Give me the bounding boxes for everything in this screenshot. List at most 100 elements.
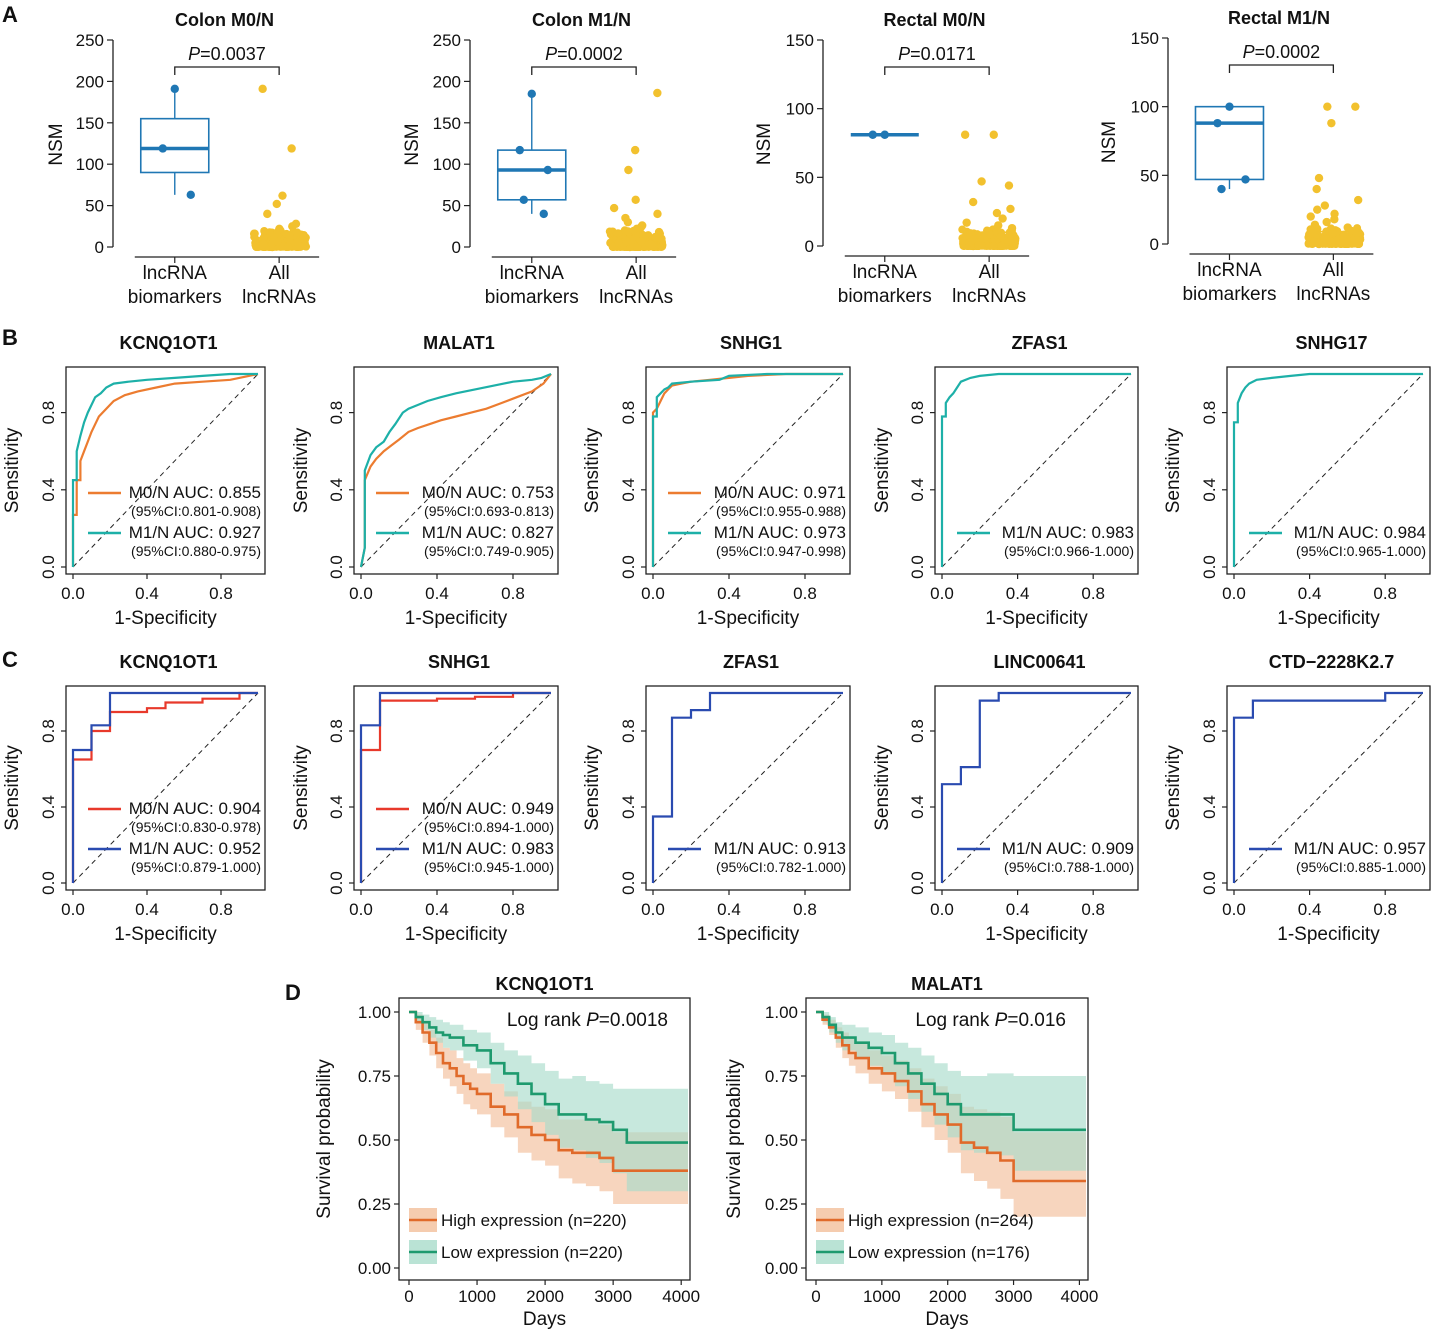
x-axis-label: 1-Specificity (1277, 608, 1380, 629)
all-lncrna-point (250, 230, 259, 239)
x-tick-label: biomarkers (128, 287, 222, 308)
y-tick-label: 0.75 (765, 1067, 798, 1086)
all-lncrna-point (974, 241, 983, 250)
y-tick-label: 0 (452, 238, 461, 257)
x-tick-label: 0.4 (1006, 900, 1030, 919)
roc-curve (359, 373, 552, 568)
chart-title: ZFAS1 (723, 652, 779, 672)
all-lncrna-point (1330, 215, 1339, 224)
y-tick-label: 50 (795, 168, 814, 187)
legend-label: Low expression (n=220) (441, 1243, 623, 1262)
legend-auc-label: M1/N AUC: 0.913 (714, 839, 846, 858)
y-tick-label: 0.00 (765, 1259, 798, 1278)
y-tick-label: 0.0 (619, 555, 638, 579)
biomarker-point (515, 145, 524, 155)
x-tick-label: 0.4 (717, 900, 741, 919)
y-tick-label: 0.50 (358, 1131, 391, 1150)
x-tick-label: 0.4 (717, 584, 741, 603)
y-tick-label: 150 (786, 31, 814, 50)
y-axis-label: Survival probability (724, 1059, 745, 1219)
x-tick-label: 0.0 (61, 584, 85, 603)
chart-title: ZFAS1 (1011, 333, 1067, 353)
all-lncrna-point (989, 241, 998, 250)
y-axis-label: Survival probability (314, 1059, 335, 1219)
y-tick-label: 0.8 (619, 401, 638, 425)
biomarker-point (519, 195, 528, 205)
legend-auc-label: M1/N AUC: 0.957 (1294, 839, 1426, 858)
legend-auc-label: M0/N AUC: 0.971 (714, 483, 846, 502)
x-axis-label: 1-Specificity (697, 924, 800, 945)
all-lncrna-point (251, 241, 260, 250)
all-lncrna-point (1004, 181, 1014, 190)
legend-label: High expression (n=264) (848, 1211, 1034, 1230)
x-tick-label: 0.4 (1006, 584, 1030, 603)
all-lncrna-point (638, 230, 647, 239)
significance-bracket (174, 66, 280, 75)
biomarker-point (158, 144, 167, 153)
x-tick-label: 0.8 (793, 584, 817, 603)
y-axis-label: NSM (1099, 121, 1120, 163)
all-lncrna-point (285, 232, 294, 241)
biomarker-point (170, 84, 179, 94)
y-axis-label: Sensitivity (1163, 745, 1184, 831)
legend-label: Low expression (n=176) (848, 1243, 1030, 1262)
x-axis-label: 1-Specificity (1277, 924, 1380, 945)
plot-frame (645, 366, 851, 575)
log-rank-label: Log rank P=0.0018 (507, 1010, 668, 1031)
y-tick-label: 0.0 (908, 871, 927, 895)
y-tick-label: 200 (433, 72, 461, 91)
x-tick-label: lncRNA (143, 263, 208, 284)
all-lncrna-point (614, 229, 623, 238)
x-tick-label: All (626, 263, 647, 284)
all-lncrna-point (630, 145, 640, 155)
y-tick-label: 0.25 (765, 1195, 798, 1214)
x-tick-label: 0.8 (1373, 584, 1397, 603)
biomarker-point (880, 130, 889, 139)
all-lncrna-point (1323, 102, 1332, 111)
biomarker-box (496, 149, 567, 201)
y-tick-label: 0.00 (358, 1259, 391, 1278)
plot-frame (934, 685, 1139, 891)
biomarker-point (868, 130, 877, 139)
legend-ci-label: (95%CI:0.965-1.000) (1296, 543, 1426, 559)
panel-letter-c: C (2, 647, 18, 672)
all-lncrna-point (299, 230, 308, 239)
biomarker-point (543, 165, 552, 175)
x-tick-label: All (269, 263, 290, 284)
x-tick-label: 0.0 (61, 900, 85, 919)
legend-auc-label: M1/N AUC: 0.984 (1294, 523, 1426, 542)
y-tick-label: 1.00 (765, 1003, 798, 1022)
y-tick-label: 0.8 (327, 401, 346, 425)
legend-label: High expression (n=220) (441, 1211, 627, 1230)
y-tick-label: 250 (76, 31, 104, 50)
all-lncrna-point (1314, 173, 1324, 183)
x-tick-label: 0.0 (930, 900, 954, 919)
y-axis-label: Sensitivity (2, 745, 23, 831)
y-tick-label: 0.8 (619, 719, 638, 743)
y-tick-label: 0 (95, 238, 104, 257)
x-tick-label: 2000 (929, 1287, 967, 1306)
y-tick-label: 0.4 (39, 795, 58, 819)
plot-frame (934, 366, 1139, 575)
legend-ci-label: (95%CI:0.945-1.000) (424, 859, 554, 875)
y-axis-label: Sensitivity (1163, 427, 1184, 513)
p-value-label: P=0.0002 (545, 44, 623, 64)
plot-frame (353, 366, 559, 575)
roc-curve (651, 691, 843, 883)
confidence-band (409, 1012, 688, 1192)
chart-title: KCNQ1OT1 (119, 333, 217, 353)
y-tick-label: 100 (786, 100, 814, 119)
all-lncrna-point (992, 208, 1002, 218)
x-tick-label: biomarkers (1182, 284, 1276, 305)
chart-title: SNHG1 (720, 333, 782, 353)
all-lncrna-point (614, 238, 623, 247)
legend-auc-label: M1/N AUC: 0.983 (422, 839, 554, 858)
all-lncrna-point (646, 239, 655, 248)
all-lncrna-point (989, 130, 998, 139)
all-lncrna-point (962, 218, 971, 227)
y-axis-label: Sensitivity (291, 427, 312, 513)
all-lncrna-point (1351, 102, 1360, 111)
biomarker-point (527, 89, 536, 99)
biomarker-point (1225, 102, 1234, 111)
x-tick-label: biomarkers (838, 286, 932, 307)
